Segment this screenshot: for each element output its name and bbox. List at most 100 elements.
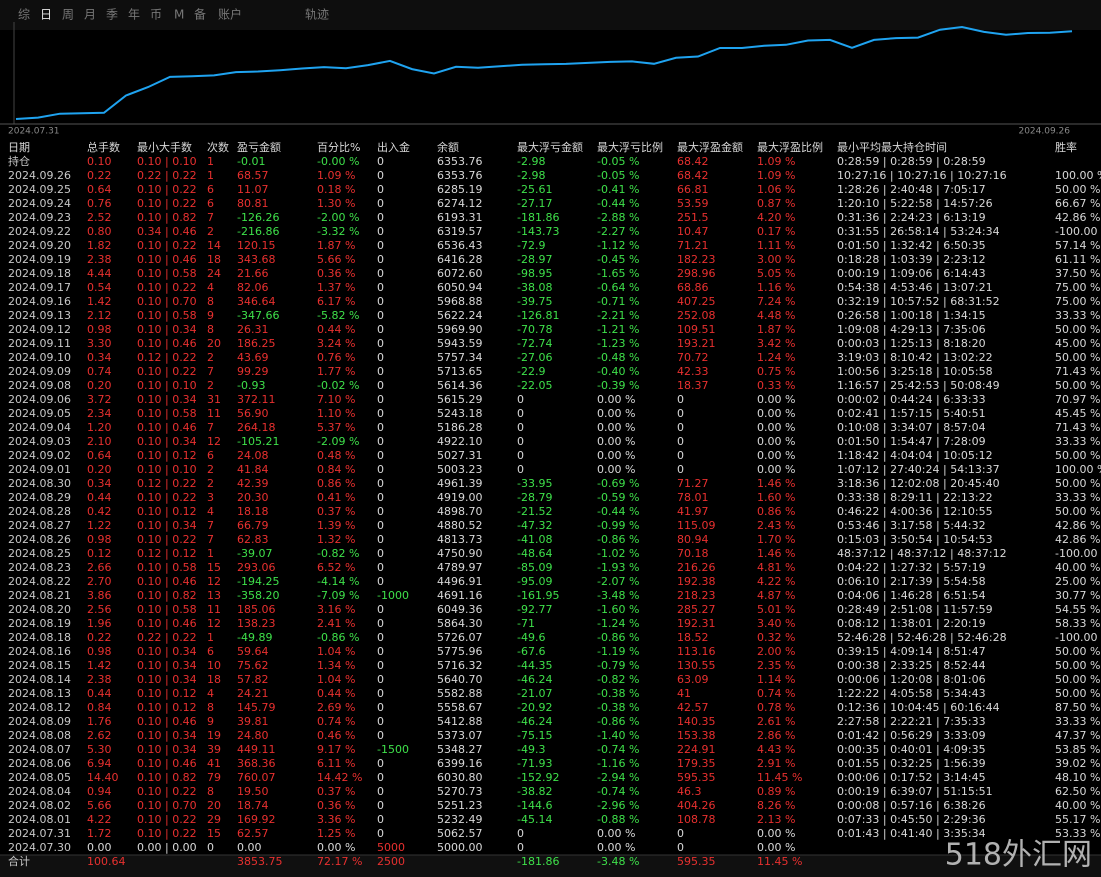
table-cell: 1.70 % [757, 533, 795, 546]
table-cell: 5.37 % [317, 421, 355, 434]
tab[interactable]: 备 [194, 8, 206, 22]
table-cell: 0:01:50 | 1:32:42 | 6:50:35 [837, 239, 986, 252]
table-cell: -143.73 [517, 225, 559, 238]
tab[interactable]: 综 [18, 8, 30, 22]
table-cell: 8 [207, 295, 214, 308]
table-cell: 2024.08.20 [8, 603, 71, 616]
tab[interactable]: 日 [40, 8, 52, 22]
table-cell: 0 [377, 281, 384, 294]
table-cell: -2.96 % [597, 799, 639, 812]
table-cell: 0 [677, 421, 684, 434]
table-cell: -72.9 [517, 239, 545, 252]
table-cell: 3.40 % [757, 617, 795, 630]
table-cell: 3:19:03 | 8:10:42 | 13:02:22 [837, 351, 993, 364]
table-cell: -21.52 [517, 505, 552, 518]
table-cell: 18.52 [677, 631, 709, 644]
table-cell: 0 [377, 407, 384, 420]
table-cell: 47.37 % [1055, 729, 1100, 742]
table-cell: 5622.24 [437, 309, 483, 322]
table-cell: 3.16 % [317, 603, 355, 616]
table-cell: 0 [377, 771, 384, 784]
table-cell: 343.68 [237, 253, 276, 266]
table-cell: 0.54 [87, 281, 112, 294]
table-cell: 66.81 [677, 183, 709, 196]
column-header: 出入金 [377, 140, 410, 154]
table-cell: 130.55 [677, 659, 716, 672]
table-cell: 1.87 % [757, 323, 795, 336]
table-cell: 18 [207, 253, 221, 266]
table-cell: 293.06 [237, 561, 276, 574]
table-cell: 0.89 % [757, 785, 795, 798]
table-cell: 2024.09.04 [8, 421, 71, 434]
table-cell: 0.10 | 0.82 [137, 589, 197, 602]
table-cell: 0 [377, 477, 384, 490]
table-cell: 42.86 % [1055, 519, 1100, 532]
table-cell: 0.00 % [757, 393, 795, 406]
table-cell: 0:06:10 | 2:17:39 | 5:54:58 [837, 575, 986, 588]
table-cell: 0.00 % [597, 393, 635, 406]
column-header: 最小平均最大持仓时间 [837, 140, 947, 154]
table-cell: 33.33 % [1055, 435, 1100, 448]
table-cell: 8.26 % [757, 799, 795, 812]
table-cell: 0:01:42 | 0:56:29 | 3:33:09 [837, 729, 986, 742]
table-cell: 0.33 % [757, 379, 795, 392]
table-cell: -47.32 [517, 519, 552, 532]
table-cell: 5943.59 [437, 337, 483, 350]
table-cell: 0.10 | 0.58 [137, 267, 197, 280]
table-cell: 1.11 % [757, 239, 795, 252]
tab[interactable]: 账户 [218, 7, 242, 22]
table-cell: 5864.30 [437, 617, 483, 630]
tab[interactable]: 年 [128, 8, 140, 22]
table-cell: 2.10 [87, 435, 112, 448]
table-cell: 1.32 % [317, 533, 355, 546]
tab[interactable]: 季 [106, 8, 118, 22]
table-cell: 5348.27 [437, 743, 483, 756]
table-cell: 0.10 | 0.12 [137, 701, 197, 714]
table-cell: 0 [677, 827, 684, 840]
table-cell: 0.34 [87, 477, 112, 490]
tab[interactable]: 月 [84, 8, 96, 22]
table-cell: 2.41 % [317, 617, 355, 630]
table-cell: 18.74 [237, 799, 269, 812]
table-cell: -70.78 [517, 323, 552, 336]
table-cell: 0.86 % [757, 505, 795, 518]
table-cell: 0.10 | 0.46 [137, 337, 197, 350]
table-cell: 2024.08.16 [8, 645, 71, 658]
table-cell: 50.00 % [1055, 323, 1100, 336]
table-cell: 2024.08.01 [8, 813, 71, 826]
table-cell: 1.30 % [317, 197, 355, 210]
table-cell: 0.10 | 0.46 [137, 421, 197, 434]
tab[interactable]: 币 [150, 8, 162, 22]
table-cell: 216.26 [677, 561, 716, 574]
table-cell: 0.75 % [757, 365, 795, 378]
table-cell: -0.59 % [597, 491, 639, 504]
table-cell: 0:26:58 | 1:00:18 | 1:34:15 [837, 309, 986, 322]
table-cell: 6353.76 [437, 155, 483, 168]
table-cell: 12 [207, 435, 221, 448]
table-cell: 79 [207, 771, 221, 784]
table-cell: 56.90 [237, 407, 269, 420]
table-cell: 5.05 % [757, 267, 795, 280]
table-cell: 20.30 [237, 491, 269, 504]
table-cell: 5640.70 [437, 673, 483, 686]
table-cell: 2024.09.09 [8, 365, 71, 378]
table-cell: 5614.36 [437, 379, 483, 392]
tab[interactable]: 轨迹 [305, 8, 329, 22]
table-cell: 4.43 % [757, 743, 795, 756]
table-cell: 5251.23 [437, 799, 483, 812]
table-cell: 2.35 % [757, 659, 795, 672]
table-cell: 0:46:22 | 4:00:36 | 12:10:55 [837, 505, 993, 518]
table-cell: 6049.36 [437, 603, 483, 616]
table-cell: -72.74 [517, 337, 552, 350]
table-cell: 186.25 [237, 337, 276, 350]
table-cell: 0 [377, 561, 384, 574]
table-cell: 0 [377, 715, 384, 728]
table-cell: 2024.08.07 [8, 743, 71, 756]
table-cell: -126.81 [517, 309, 559, 322]
table-cell: 50.00 % [1055, 449, 1100, 462]
table-cell: 182.23 [677, 253, 716, 266]
table-cell: -5.82 % [317, 309, 359, 322]
table-cell: 26.31 [237, 323, 269, 336]
tab[interactable]: M [174, 8, 184, 22]
tab[interactable]: 周 [62, 8, 74, 22]
